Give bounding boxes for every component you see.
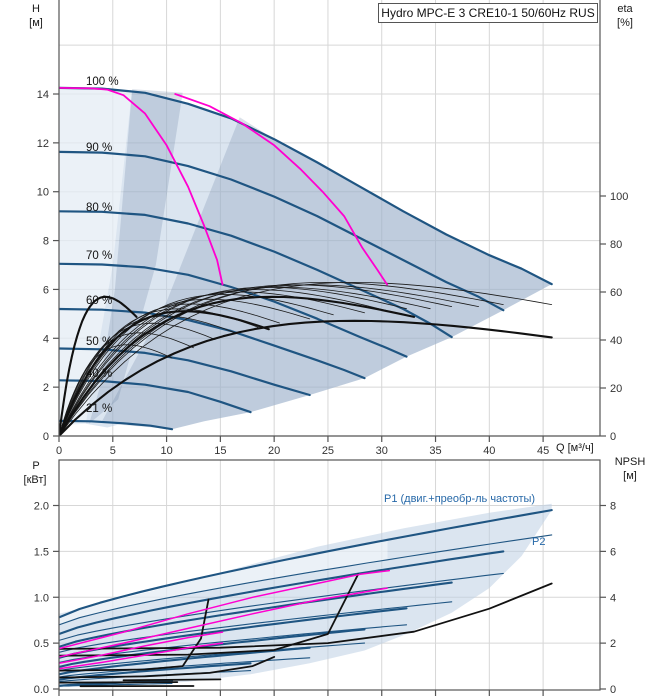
- speed-label-80: 80 %: [86, 202, 113, 214]
- eta-axis-unit: [%]: [617, 17, 633, 29]
- tick-label: 4: [610, 592, 616, 604]
- tick-label: 2: [610, 638, 616, 650]
- tick-label: 25: [322, 445, 334, 457]
- tick-label: 15: [214, 445, 226, 457]
- p2-curve-label: P2: [532, 536, 546, 548]
- tick-label: 5: [110, 445, 116, 457]
- tick-label: 2: [43, 382, 49, 394]
- tick-label: 2.0: [34, 501, 49, 513]
- head-axis-unit: [м]: [29, 17, 43, 29]
- tick-label: 0.5: [34, 638, 49, 650]
- head-axis-label: H: [32, 3, 40, 15]
- power-axis-unit: [кВт]: [23, 474, 47, 486]
- tick-label: 40: [610, 335, 622, 347]
- tick-label: 14: [37, 89, 49, 101]
- speed-label-70: 70 %: [86, 250, 113, 262]
- tick-label: 40: [483, 445, 495, 457]
- speed-label-90: 90 %: [86, 142, 113, 154]
- tick-label: 10: [37, 187, 49, 199]
- tick-label: 45: [537, 445, 549, 457]
- power-axis-label: P: [32, 460, 40, 472]
- speed-label-40: 40 %: [86, 368, 113, 380]
- tick-label: 1.0: [34, 592, 49, 604]
- tick-label: 6: [610, 546, 616, 558]
- speed-label-60: 60 %: [86, 295, 113, 307]
- speed-label-21: 21 %: [86, 403, 113, 415]
- tick-label: 35: [429, 445, 441, 457]
- tick-label: 20: [610, 383, 622, 395]
- tick-label: 0: [43, 431, 49, 443]
- npsh-axis-label: NPSH: [614, 456, 646, 468]
- tick-label: 1.5: [34, 546, 49, 558]
- tick-label: 8: [610, 501, 616, 513]
- tick-label: 12: [37, 138, 49, 150]
- tick-label: 4: [43, 333, 49, 345]
- tick-label: 6: [43, 284, 49, 296]
- flow-axis-label: Q [м³/ч]: [556, 442, 594, 454]
- tick-label: 30: [376, 445, 388, 457]
- speed-label-100: 100 %: [86, 76, 119, 88]
- p1-curve-label: P1 (двиг.+преобр-ль частоты): [384, 493, 536, 505]
- tick-label: 10: [160, 445, 172, 457]
- tick-label: 0: [610, 431, 616, 443]
- tick-label: 20: [268, 445, 280, 457]
- tick-label: 8: [43, 236, 49, 248]
- speed-label-50: 50 %: [86, 336, 113, 348]
- tick-label: 0: [610, 684, 616, 696]
- chart-title-box: Hydro MPC-E 3 CRE10-1 50/60Hz RUS: [378, 3, 598, 23]
- tick-label: 60: [610, 287, 622, 299]
- tick-label: 100: [610, 191, 628, 203]
- tick-label: 80: [610, 239, 622, 251]
- eta-axis-label: eta: [617, 3, 633, 15]
- tick-label: 0.0: [34, 684, 49, 696]
- tick-label: 0: [56, 445, 62, 457]
- npsh-axis-unit: [м]: [623, 470, 637, 482]
